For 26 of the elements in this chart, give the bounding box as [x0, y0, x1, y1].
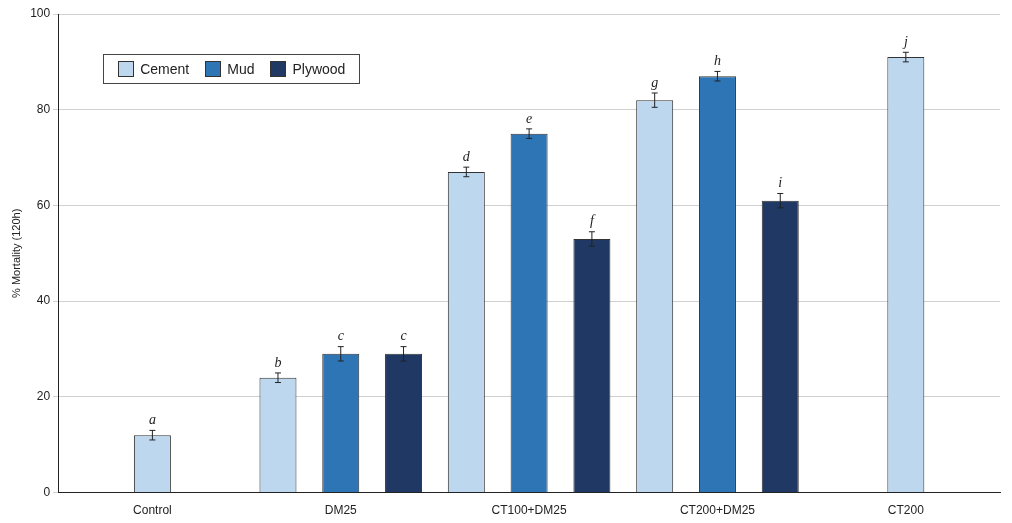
annotation: i: [778, 175, 783, 191]
annotation: a: [148, 412, 156, 428]
legend-label: Plywood: [292, 61, 346, 77]
x-tick-label: DM25: [324, 503, 358, 518]
annotation: g: [651, 74, 659, 90]
x-tick-label: CT200: [887, 503, 925, 518]
annotation: h: [713, 53, 721, 69]
annotation: j: [901, 33, 908, 49]
legend-label: Cement: [140, 61, 190, 77]
annotation: e: [526, 110, 533, 126]
x-tick-label: Control: [133, 503, 172, 518]
x-tick-label: CT200+DM25: [679, 503, 756, 518]
x-tick-label: CT100+DM25: [491, 503, 567, 518]
y-axis-title: % Mortality (120h): [9, 208, 22, 298]
y-tick-label: 100: [30, 6, 51, 21]
y-tick-label: 60: [36, 197, 51, 212]
y-tick-label: 20: [36, 389, 51, 404]
y-tick-label: 40: [36, 293, 51, 308]
annotation: f: [589, 213, 596, 229]
annotation: c: [400, 328, 408, 344]
annotation: b: [274, 354, 282, 370]
legend-label: Mud: [227, 61, 255, 77]
y-tick-label: 80: [36, 102, 51, 117]
annotation: c: [337, 328, 345, 344]
annotation: d: [462, 148, 471, 164]
y-tick-label: 0: [43, 484, 51, 499]
